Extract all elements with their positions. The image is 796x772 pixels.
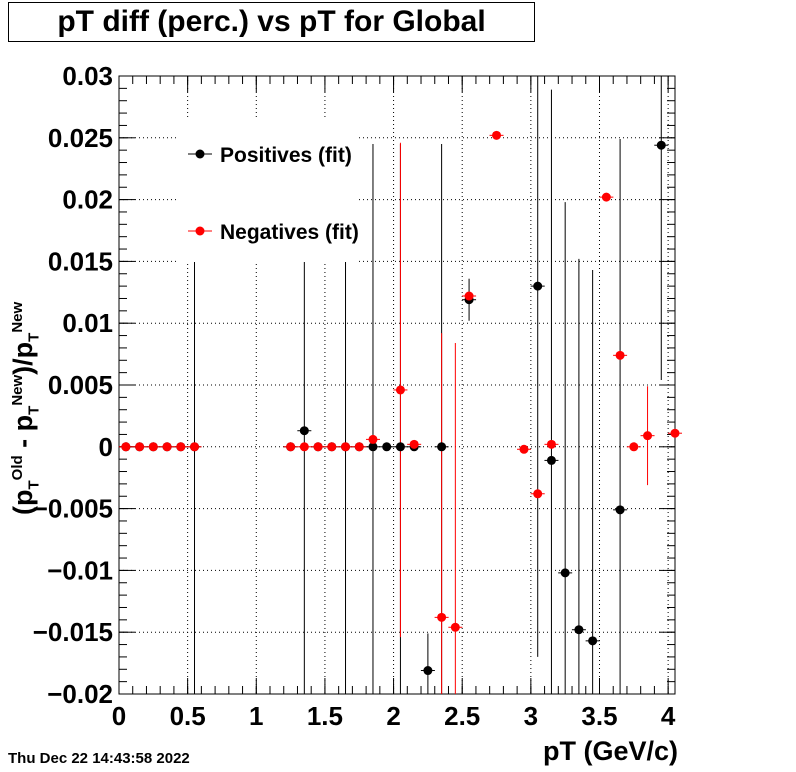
x-tick-label: 1 xyxy=(249,701,263,731)
legend-label-positives: Positives (fit) xyxy=(220,144,352,167)
point-negative xyxy=(450,622,460,632)
point-negative xyxy=(286,442,296,452)
point-positive xyxy=(615,505,625,515)
point-negative xyxy=(121,442,131,452)
point-negative xyxy=(409,439,419,449)
chart-title: pT diff (perc.) vs pT for Global xyxy=(8,2,535,42)
point-negative xyxy=(464,291,474,301)
point-negative xyxy=(354,442,364,452)
point-positive xyxy=(382,442,392,452)
tick-labels: 0 0.5 1 1.5 2 2.5 3 3.5 4 −0.02 −0.015 −0.01 −0.005 0… xyxy=(33,61,676,731)
point-negative xyxy=(148,442,158,452)
x-tick-label: 3.5 xyxy=(581,701,617,731)
y-tick-label: 0.005 xyxy=(48,370,113,400)
x-tick-label: 2 xyxy=(386,701,400,731)
x-axis-label: pT (GeV/c) xyxy=(542,736,678,766)
y-tick-label: −0.005 xyxy=(33,494,113,524)
x-tick-label: 0.5 xyxy=(170,701,206,731)
point-negative xyxy=(437,612,447,622)
point-positive xyxy=(588,636,598,646)
legend-marker-positives xyxy=(195,149,205,159)
point-positive xyxy=(395,442,405,452)
point-negative xyxy=(313,442,323,452)
point-negative xyxy=(643,431,653,441)
y-tick-label: −0.015 xyxy=(33,617,113,647)
point-negative xyxy=(190,442,200,452)
legend: Positives (fit) Negatives (fit) xyxy=(176,120,359,262)
y-tick-label: −0.02 xyxy=(47,679,113,709)
point-negative xyxy=(368,434,378,444)
y-tick-label: 0.02 xyxy=(62,185,113,215)
point-negative xyxy=(492,130,502,140)
point-negative xyxy=(395,385,405,395)
point-positive xyxy=(560,568,570,578)
point-negative xyxy=(533,489,543,499)
x-tick-label: 2.5 xyxy=(444,701,480,731)
point-positive xyxy=(437,442,447,452)
point-positive xyxy=(423,666,433,676)
data-points xyxy=(121,130,680,676)
x-tick-label: 4 xyxy=(661,701,676,731)
x-tick-label: 3 xyxy=(524,701,538,731)
legend-label-negatives: Negatives (fit) xyxy=(220,221,359,244)
point-negative xyxy=(341,442,351,452)
point-negative xyxy=(629,442,639,452)
datestamp: Thu Dec 22 14:43:58 2022 xyxy=(8,750,190,767)
legend-marker-negatives xyxy=(195,226,205,236)
point-negative xyxy=(615,350,625,360)
point-negative xyxy=(546,439,556,449)
point-positive xyxy=(368,442,378,452)
point-positive xyxy=(533,281,543,291)
point-positive xyxy=(299,426,309,436)
y-tick-label: 0.025 xyxy=(48,123,113,153)
x-tick-label: 0 xyxy=(112,701,126,731)
point-negative xyxy=(176,442,186,452)
point-positive xyxy=(656,140,666,150)
y-tick-label: 0.01 xyxy=(62,308,113,338)
y-tick-label: 0.03 xyxy=(62,61,113,91)
point-negative xyxy=(519,444,529,454)
point-negative xyxy=(670,428,680,438)
y-tick-label: 0 xyxy=(99,432,113,462)
x-tick-label: 1.5 xyxy=(307,701,343,731)
point-positive xyxy=(546,455,556,465)
point-negative xyxy=(135,442,145,452)
point-positive xyxy=(574,625,584,635)
point-negative xyxy=(327,442,337,452)
y-tick-label: −0.01 xyxy=(47,555,113,585)
point-negative xyxy=(601,192,611,202)
point-negative xyxy=(162,442,172,452)
point-negative xyxy=(299,442,309,452)
y-tick-label: 0.015 xyxy=(48,246,113,276)
